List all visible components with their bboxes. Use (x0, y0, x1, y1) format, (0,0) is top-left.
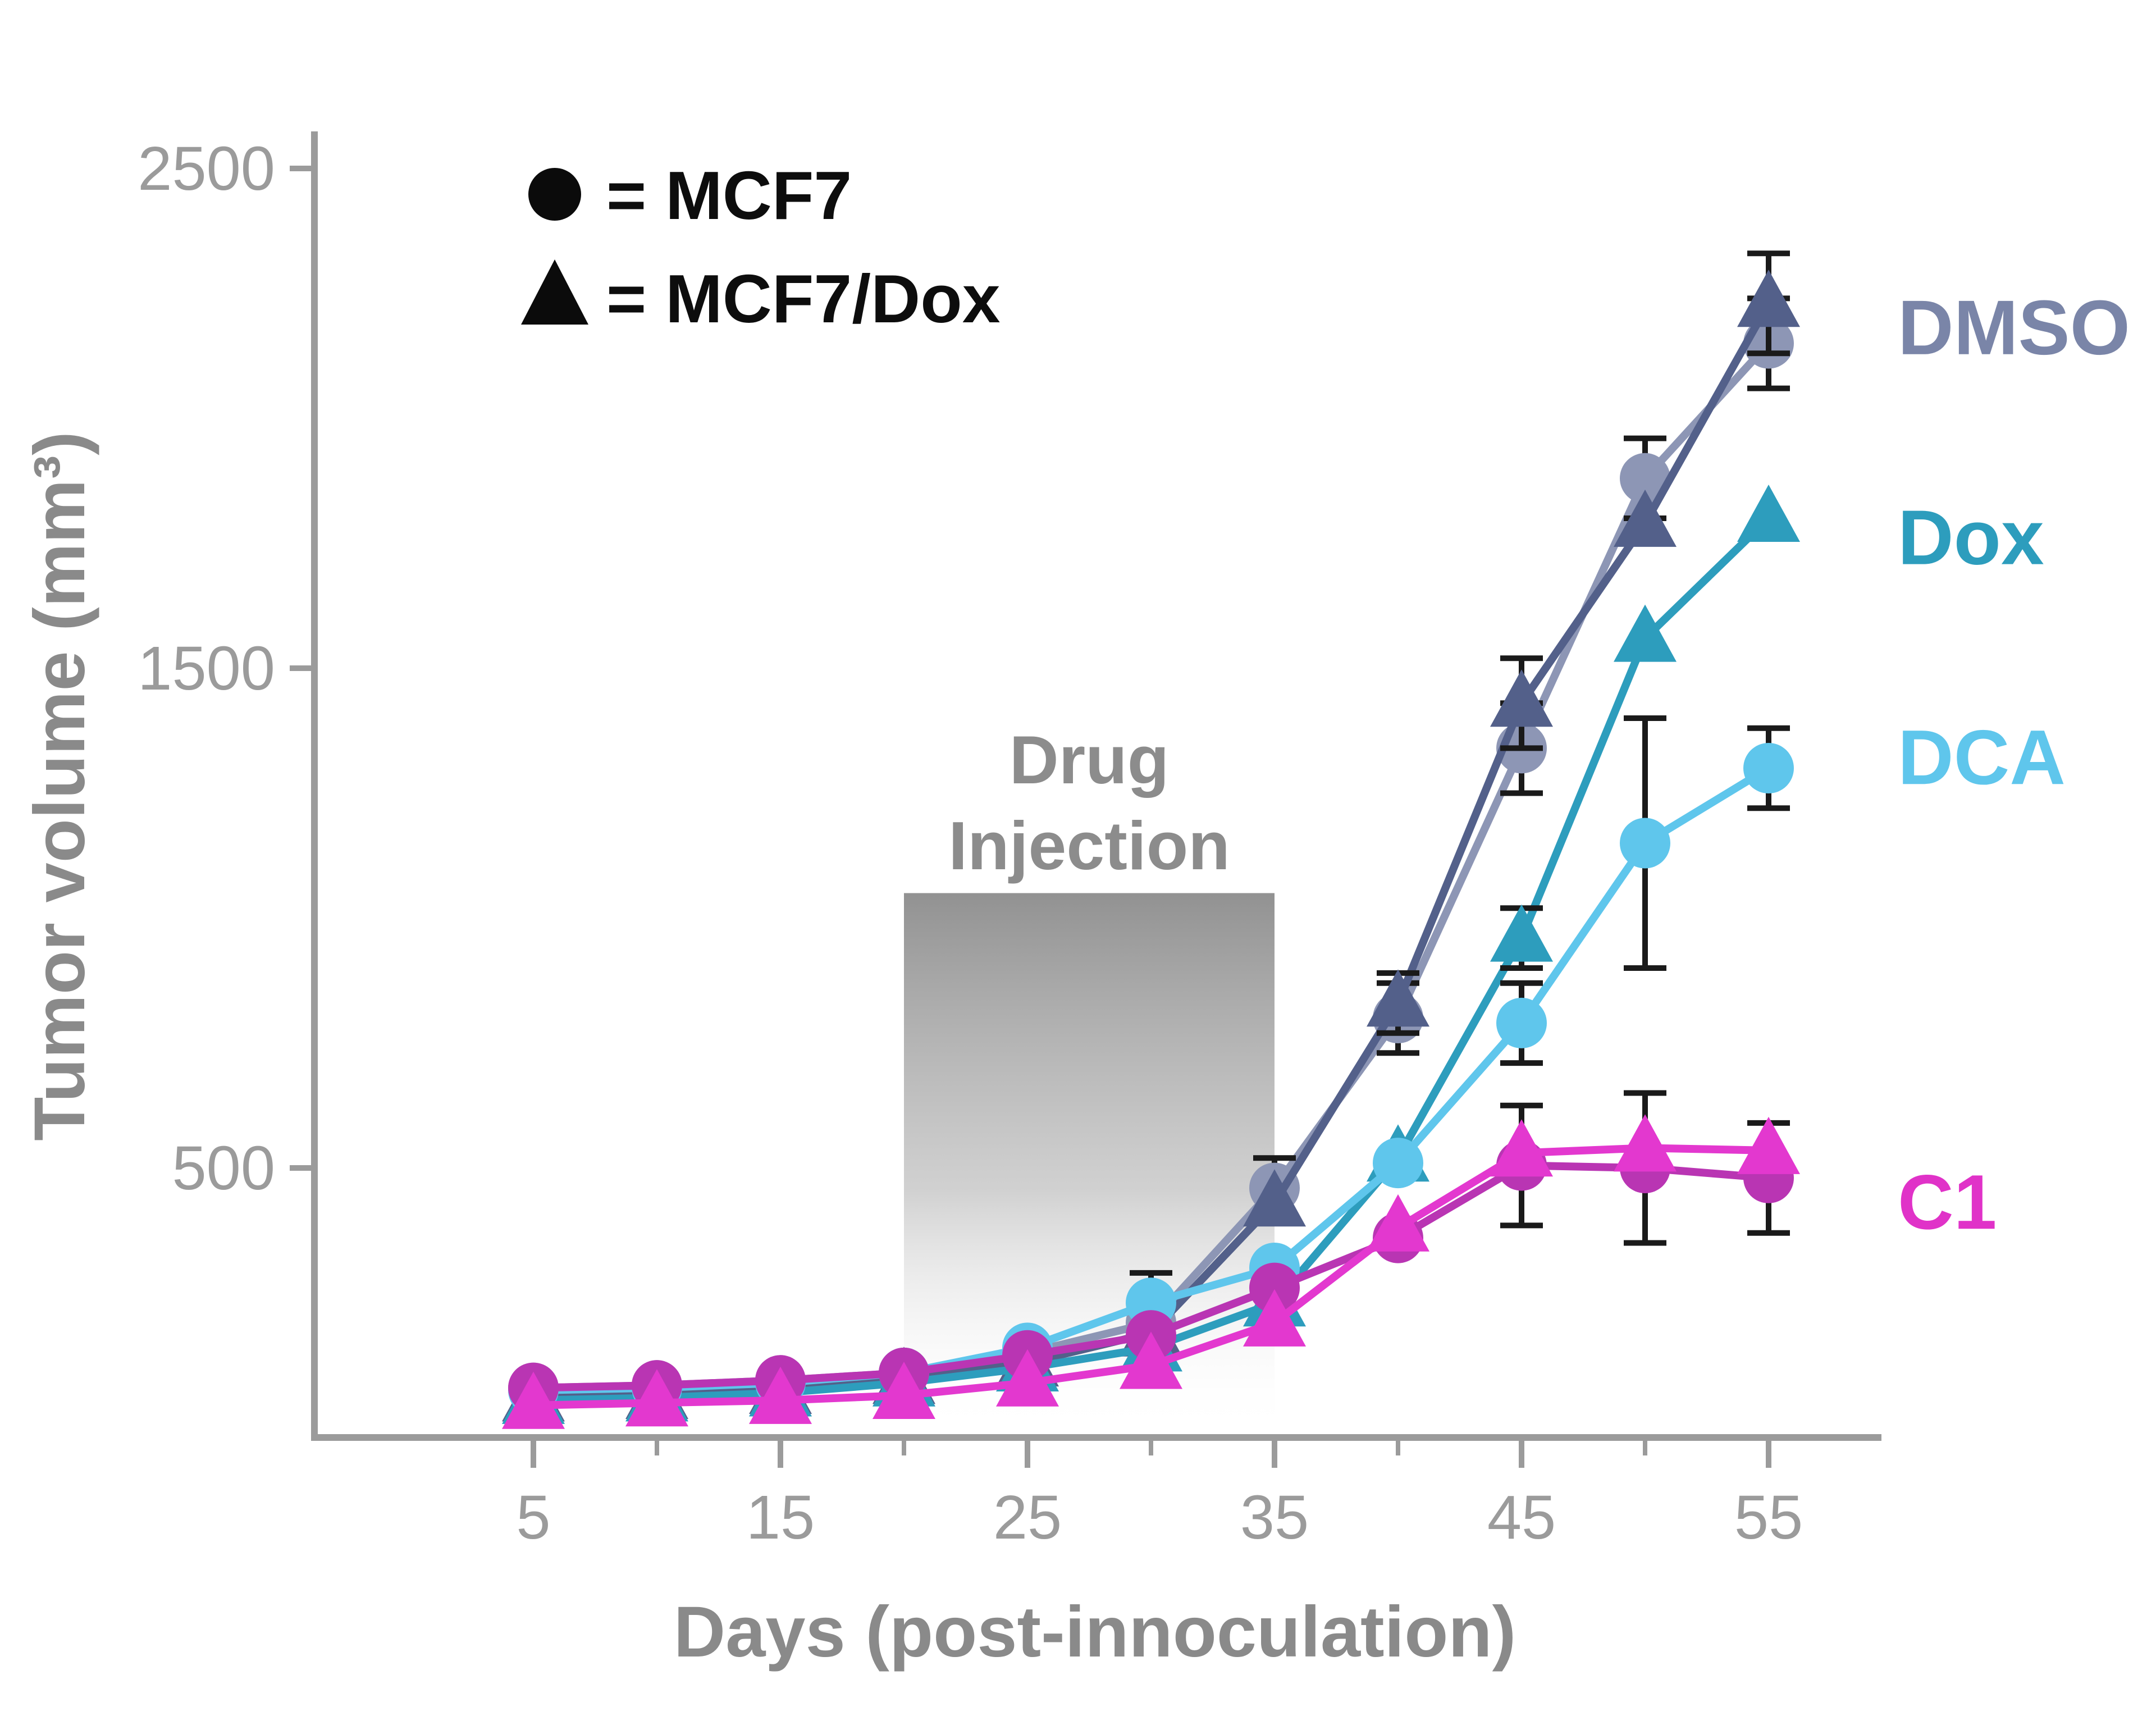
data-point-marker (1620, 818, 1670, 869)
y-axis-title: Tumor volume (mm³) (20, 431, 100, 1140)
data-point-marker (1743, 743, 1794, 793)
data-point-marker (502, 1371, 565, 1429)
x-tick-label: 25 (993, 1483, 1062, 1552)
data-point-marker (1614, 1114, 1677, 1172)
y-tick-label: 1500 (138, 634, 275, 703)
legend-circle-icon (528, 168, 581, 221)
data-point-marker (1367, 1194, 1429, 1252)
series-label-dmso: DMSO (1898, 285, 2130, 371)
data-point-marker (1614, 489, 1677, 547)
annotation-line-1: Drug (1010, 722, 1170, 798)
data-point-marker (1620, 453, 1670, 504)
series-label-dox: Dox (1898, 495, 2044, 581)
data-point-marker (1490, 904, 1553, 962)
data-point-marker (1243, 1169, 1306, 1227)
x-tick-label: 15 (746, 1483, 815, 1552)
axes: 500 1500 2500 5 15 25 35 45 55 (138, 131, 1881, 1552)
y-tick-label: 2500 (138, 134, 275, 203)
data-point-marker (1373, 1138, 1423, 1189)
x-tick-label: 35 (1240, 1483, 1309, 1552)
data-point-marker (1490, 1119, 1553, 1177)
series-c1-mcf7-dox (502, 1114, 1800, 1429)
series-label-c1: C1 (1898, 1159, 1997, 1245)
data-point-marker (873, 1361, 935, 1419)
data-point-marker (1737, 1116, 1800, 1174)
data-point-marker (1496, 997, 1547, 1048)
drug-injection-region (904, 893, 1275, 1434)
series-label-dca: DCA (1898, 714, 2066, 801)
data-point-marker (1367, 969, 1429, 1027)
legend-label-mcf7dox: = MCF7/Dox (606, 261, 1001, 337)
data-point-marker (1243, 1289, 1306, 1347)
data-point-marker (625, 1369, 688, 1427)
data-point-marker (1614, 604, 1677, 662)
data-point-marker (1737, 270, 1800, 327)
data-point-marker (1249, 1262, 1300, 1313)
x-tick-label: 45 (1487, 1483, 1556, 1552)
data-point-marker (1490, 669, 1553, 727)
y-tick-label: 500 (172, 1134, 275, 1203)
legend-triangle-icon (521, 259, 588, 325)
data-point-marker (1120, 1331, 1182, 1389)
legend-label-mcf7: = MCF7 (606, 157, 852, 234)
x-axis-title: Days (post-innoculation) (674, 1592, 1516, 1672)
annotation-line-2: Injection (948, 807, 1230, 884)
data-point-marker (1737, 485, 1800, 542)
data-point-marker (996, 1349, 1059, 1407)
x-tick-label: 55 (1734, 1483, 1803, 1552)
legend: = MCF7 = MCF7/Dox (521, 157, 1001, 337)
x-tick-label: 5 (516, 1483, 550, 1552)
data-point-marker (749, 1366, 812, 1424)
